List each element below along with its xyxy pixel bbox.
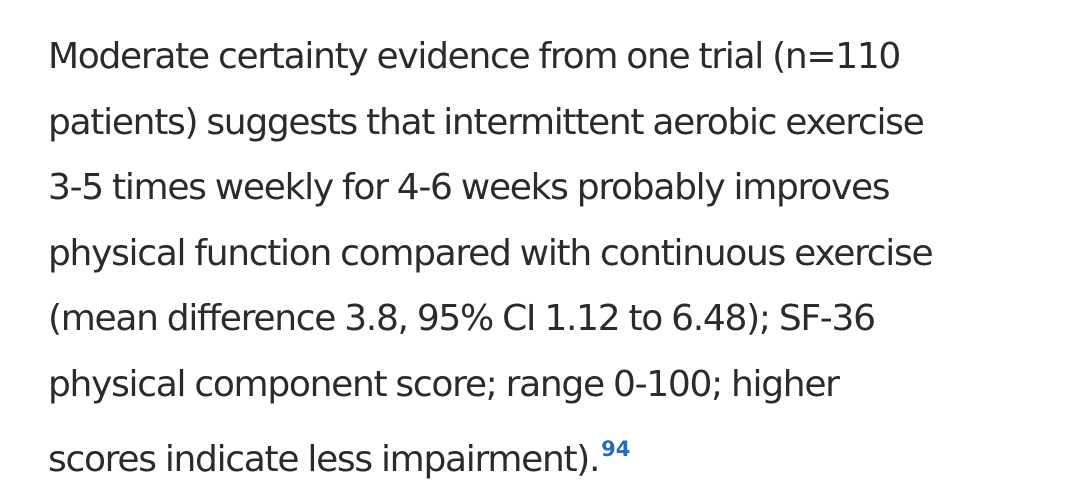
evidence-paragraph: Moderate certainty evidence from one tri… [48, 24, 1058, 493]
paragraph-line: physical function compared with continuo… [48, 232, 934, 274]
paragraph-line: physical component score; range 0-100; h… [48, 363, 840, 405]
paragraph-line: 3-5 times weekly for 4-6 weeks probably … [48, 167, 891, 208]
paragraph-last-line: scores indicate less impairment).94 [48, 417, 1058, 493]
paragraph-line: Moderate certainty evidence from one tri… [48, 36, 901, 77]
paragraph-line-text: scores indicate less impairment). [48, 439, 600, 480]
citation-link[interactable]: 94 [601, 437, 631, 461]
paragraph-line: (mean difference 3.8, 95% CI 1.12 to 6.4… [48, 298, 876, 339]
paragraph-line: patients) suggests that intermittent aer… [48, 101, 925, 143]
